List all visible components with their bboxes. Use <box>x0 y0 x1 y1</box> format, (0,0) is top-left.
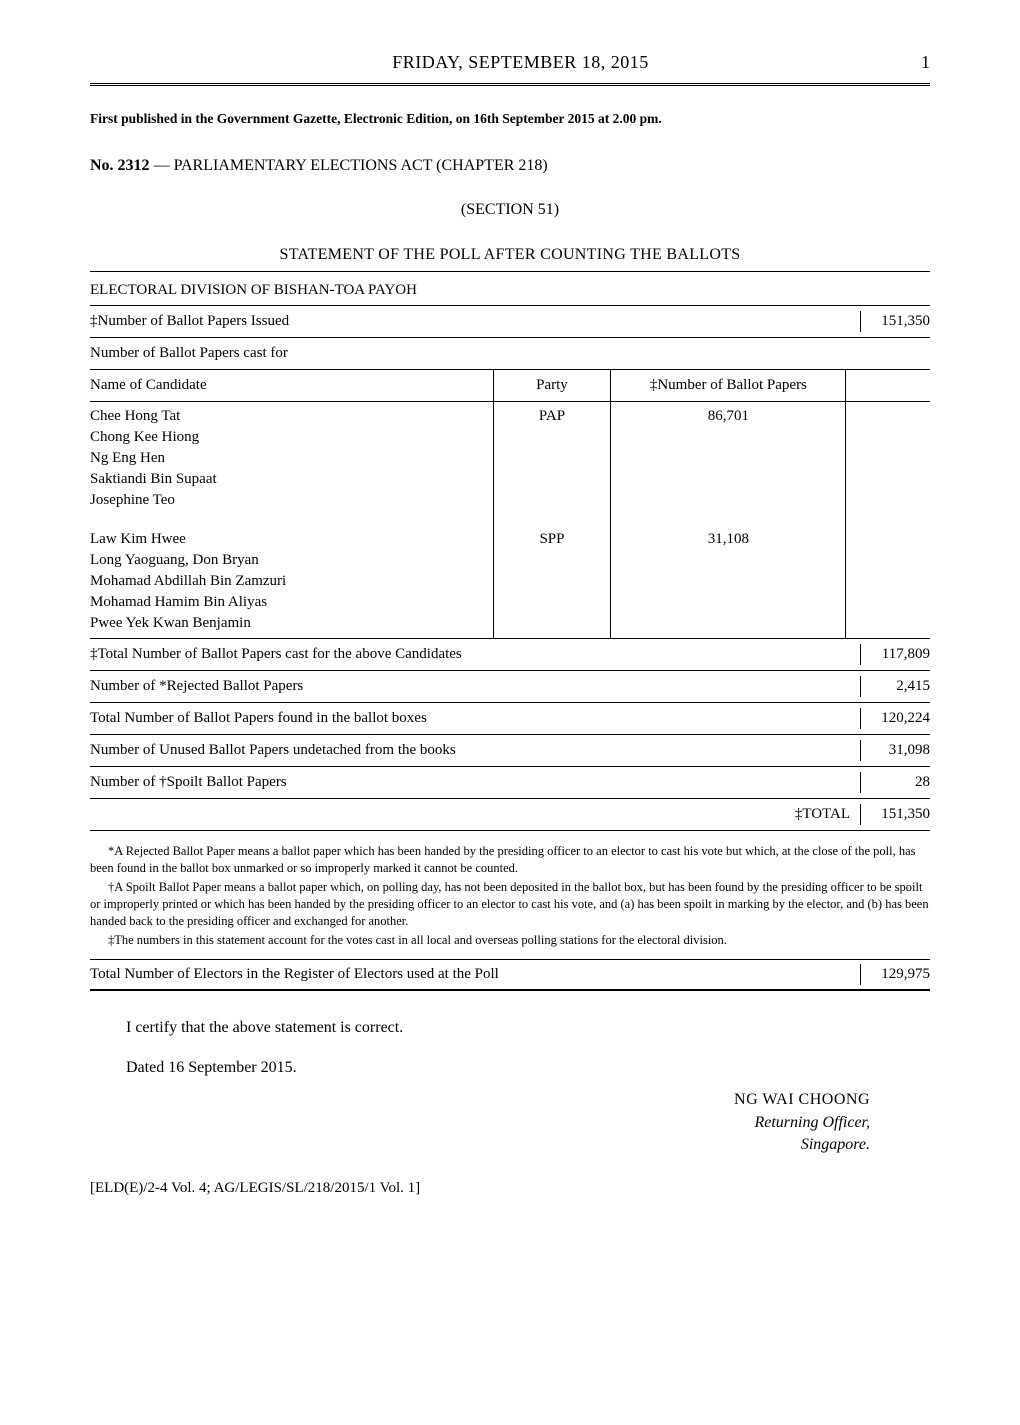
unused-label: Number of Unused Ballot Papers undetache… <box>90 740 860 761</box>
rejected-label: Number of *Rejected Ballot Papers <box>90 676 860 697</box>
page-number: 1 <box>921 50 930 75</box>
candidate-table: Name of Candidate Party ‡Number of Ballo… <box>90 370 930 639</box>
empty-cell <box>846 402 930 526</box>
candidate-name: Pwee Yek Kwan Benjamin <box>90 613 485 634</box>
candidate-name: Mohamad Abdillah Bin Zamzuri <box>90 571 485 592</box>
total-cast-row: ‡Total Number of Ballot Papers cast for … <box>90 639 930 671</box>
act-dash: –– <box>150 157 174 174</box>
footnote-numbers: ‡The numbers in this statement account f… <box>90 932 930 949</box>
ballots-cell: 86,701 <box>611 402 846 526</box>
signature-title: Returning Officer, <box>90 1112 870 1134</box>
candidate-names-pap: Chee Hong Tat Chong Kee Hiong Ng Eng Hen… <box>90 402 493 526</box>
candidate-name: Chong Kee Hiong <box>90 427 485 448</box>
col-empty-header <box>846 370 930 402</box>
footer-reference: [ELD(E)/2-4 Vol. 4; AG/LEGIS/SL/218/2015… <box>90 1178 930 1199</box>
spoilt-value: 28 <box>860 772 930 793</box>
electors-block: Total Number of Electors in the Register… <box>90 959 930 991</box>
spoilt-label: Number of †Spoilt Ballot Papers <box>90 772 860 793</box>
table-row: Chee Hong Tat Chong Kee Hiong Ng Eng Hen… <box>90 402 930 526</box>
grand-total-label: ‡TOTAL <box>90 804 860 825</box>
issued-value: 151,350 <box>860 311 930 332</box>
signature-name: NG WAI CHOONG <box>90 1089 870 1111</box>
total-cast-value: 117,809 <box>860 644 930 665</box>
ballots-cell: 31,108 <box>611 525 846 639</box>
party-cell: PAP <box>493 402 611 526</box>
rejected-row: Number of *Rejected Ballot Papers 2,415 <box>90 671 930 703</box>
col-name-header: Name of Candidate <box>90 370 493 402</box>
footnotes: *A Rejected Ballot Paper means a ballot … <box>90 843 930 948</box>
signature-place: Singapore. <box>90 1134 870 1156</box>
table-header-row: Name of Candidate Party ‡Number of Ballo… <box>90 370 930 402</box>
header-date: FRIDAY, SEPTEMBER 18, 2015 <box>392 50 649 75</box>
act-line: No. 2312 –– PARLIAMENTARY ELECTIONS ACT … <box>90 155 930 177</box>
total-cast-label: ‡Total Number of Ballot Papers cast for … <box>90 644 860 665</box>
candidate-name: Chee Hong Tat <box>90 406 485 427</box>
cast-for-label: Number of Ballot Papers cast for <box>90 338 930 370</box>
party-cell: SPP <box>493 525 611 639</box>
section-line: (SECTION 51) <box>90 199 930 221</box>
certify-text: I certify that the above statement is co… <box>90 1017 930 1039</box>
issued-row: ‡Number of Ballot Papers Issued 151,350 <box>90 306 930 338</box>
found-label: Total Number of Ballot Papers found in t… <box>90 708 860 729</box>
col-party-header: Party <box>493 370 611 402</box>
empty-cell <box>846 525 930 639</box>
grand-total-row: ‡TOTAL 151,350 <box>90 799 930 831</box>
spoilt-row: Number of †Spoilt Ballot Papers 28 <box>90 767 930 799</box>
candidate-name: Josephine Teo <box>90 490 485 521</box>
candidate-name: Ng Eng Hen <box>90 448 485 469</box>
dated-text: Dated 16 September 2015. <box>90 1057 930 1079</box>
division-name: ELECTORAL DIVISION OF BISHAN-TOA PAYOH <box>90 274 930 306</box>
candidate-name: Long Yaoguang, Don Bryan <box>90 550 485 571</box>
found-row: Total Number of Ballot Papers found in t… <box>90 703 930 735</box>
candidate-name: Mohamad Hamim Bin Aliyas <box>90 592 485 613</box>
grand-total-value: 151,350 <box>860 804 930 825</box>
candidate-name: Saktiandi Bin Supaat <box>90 469 485 490</box>
act-title: PARLIAMENTARY ELECTIONS ACT (CHAPTER 218… <box>174 157 548 174</box>
footnote-spoilt: †A Spoilt Ballot Paper means a ballot pa… <box>90 879 930 930</box>
unused-row: Number of Unused Ballot Papers undetache… <box>90 735 930 767</box>
issued-label: ‡Number of Ballot Papers Issued <box>90 311 860 332</box>
electors-label: Total Number of Electors in the Register… <box>90 964 499 985</box>
rejected-value: 2,415 <box>860 676 930 697</box>
found-value: 120,224 <box>860 708 930 729</box>
candidate-names-spp: Law Kim Hwee Long Yaoguang, Don Bryan Mo… <box>90 525 493 639</box>
electors-row: Total Number of Electors in the Register… <box>90 960 930 990</box>
first-published: First published in the Government Gazett… <box>90 110 930 129</box>
unused-value: 31,098 <box>860 740 930 761</box>
candidate-name: Law Kim Hwee <box>90 529 485 550</box>
signature-block: NG WAI CHOONG Returning Officer, Singapo… <box>90 1089 930 1156</box>
table-row: Law Kim Hwee Long Yaoguang, Don Bryan Mo… <box>90 525 930 639</box>
statement-title: STATEMENT OF THE POLL AFTER COUNTING THE… <box>90 244 930 272</box>
footnote-rejected: *A Rejected Ballot Paper means a ballot … <box>90 843 930 877</box>
act-number: No. 2312 <box>90 157 150 174</box>
electors-value: 129,975 <box>860 964 930 985</box>
col-ballots-header: ‡Number of Ballot Papers <box>611 370 846 402</box>
page-header: FRIDAY, SEPTEMBER 18, 2015 1 <box>90 50 930 86</box>
